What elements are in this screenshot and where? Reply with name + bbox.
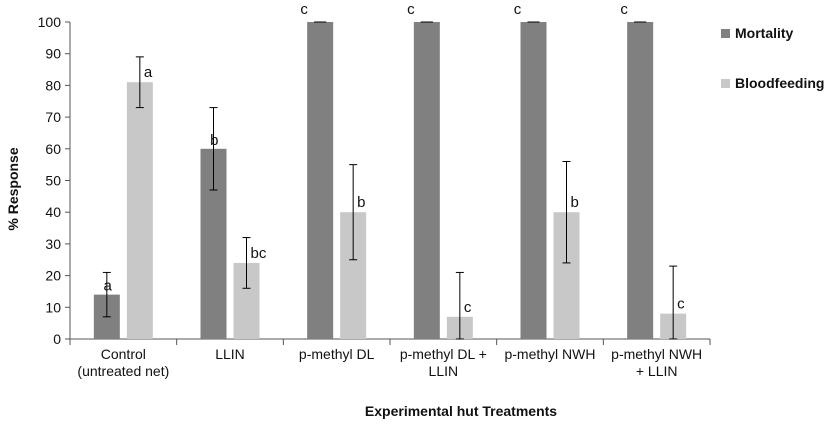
x-category-label: p-methyl NWH + LLIN <box>611 346 702 379</box>
x-category-line: p-methyl DL <box>299 346 375 362</box>
y-tick-label: 90 <box>45 46 61 62</box>
x-category-line: p-methyl DL + <box>400 346 487 362</box>
legend-swatch-bloodfeeding <box>721 79 730 88</box>
legend-label-mortality: Mortality <box>735 25 794 41</box>
axes: 0 10 20 30 40 50 60 70 80 90 100 Control (untreated … <box>38 14 711 379</box>
y-tick-label: 10 <box>45 299 61 315</box>
y-tick-label: 60 <box>45 141 61 157</box>
mortality-significance-label: b <box>210 132 218 149</box>
x-category-line: LLIN <box>429 363 459 379</box>
legend-label-bloodfeeding: Bloodfeeding <box>735 75 824 91</box>
y-tick-label: 50 <box>45 173 61 189</box>
x-axis-title: Experimental hut Treatments <box>365 403 557 419</box>
x-category-line: (untreated net) <box>77 363 169 379</box>
y-tick-label: 30 <box>45 236 61 252</box>
y-tick-label: 80 <box>45 77 61 93</box>
bloodfeeding-significance-label: bc <box>251 245 267 262</box>
x-category-label: p-methyl NWH <box>504 346 595 362</box>
x-category-line: p-methyl NWH <box>611 346 702 362</box>
x-category-line: + LLIN <box>636 363 678 379</box>
bloodfeeding-significance-label: c <box>677 296 685 313</box>
x-category-line: Control <box>101 346 146 362</box>
y-tick-label: 70 <box>45 109 61 125</box>
mortality-bar <box>520 22 547 339</box>
bloodfeeding-significance-label: c <box>464 299 472 316</box>
x-category-label: p-methyl DL <box>299 346 375 362</box>
legend: Mortality Bloodfeeding <box>721 25 824 91</box>
mortality-significance-label: a <box>103 278 112 295</box>
bloodfeeding-significance-label: a <box>144 64 153 81</box>
mortality-significance-label: c <box>300 1 308 18</box>
y-tick-label: 40 <box>45 204 61 220</box>
y-tick-label: 0 <box>53 331 61 347</box>
bloodfeeding-significance-label: b <box>571 194 579 211</box>
mortality-bar <box>413 22 440 339</box>
bloodfeeding-significance-label: b <box>357 194 365 211</box>
x-category-label: LLIN <box>215 346 245 362</box>
x-category-label: Control (untreated net) <box>77 346 169 379</box>
mortality-bar <box>307 22 334 339</box>
y-tick-label: 20 <box>45 268 61 284</box>
y-axis-title: % Response <box>5 147 21 230</box>
x-category-line: p-methyl NWH <box>504 346 595 362</box>
mortality-significance-label: c <box>620 1 628 18</box>
mortality-significance-label: c <box>407 1 415 18</box>
mortality-bar <box>627 22 654 339</box>
legend-swatch-mortality <box>721 29 730 38</box>
y-tick-label: 100 <box>38 14 62 30</box>
mortality-significance-label: c <box>514 1 522 18</box>
x-category-line: LLIN <box>215 346 245 362</box>
bloodfeeding-bar <box>126 82 153 339</box>
x-category-label: p-methyl DL + LLIN <box>400 346 487 379</box>
